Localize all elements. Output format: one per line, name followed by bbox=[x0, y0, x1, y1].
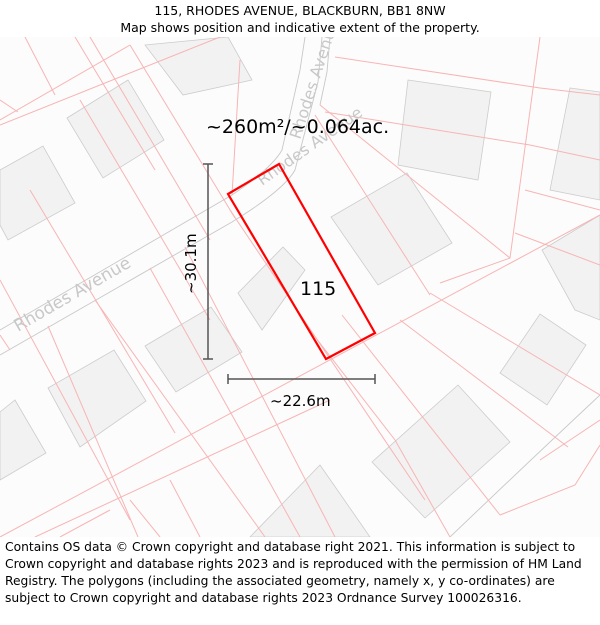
plot-number-label: 115 bbox=[300, 278, 336, 300]
property-address-title: 115, RHODES AVENUE, BLACKBURN, BB1 8NW bbox=[154, 3, 446, 18]
property-boundary[interactable] bbox=[226, 162, 377, 361]
height-dimension-label: ~30.1m bbox=[182, 233, 200, 294]
map-header: 115, RHODES AVENUE, BLACKBURN, BB1 8NW M… bbox=[0, 0, 600, 37]
road-layer bbox=[0, 37, 600, 537]
map-canvas: Rhodes Avenue Rhodes Avenue Rhodes Avenu… bbox=[0, 37, 600, 537]
parcel-lines-layer bbox=[0, 37, 600, 537]
property-map[interactable]: Rhodes Avenue Rhodes Avenue Rhodes Avenu… bbox=[0, 37, 600, 537]
area-label: ~260m²/~0.064ac. bbox=[206, 116, 389, 138]
height-dimension bbox=[203, 163, 213, 360]
width-dimension-label: ~22.6m bbox=[270, 392, 331, 410]
width-dimension bbox=[227, 374, 376, 384]
map-subtitle: Map shows position and indicative extent… bbox=[120, 20, 480, 35]
copyright-attribution: Contains OS data © Crown copyright and d… bbox=[5, 540, 582, 605]
buildings-layer bbox=[0, 37, 600, 537]
